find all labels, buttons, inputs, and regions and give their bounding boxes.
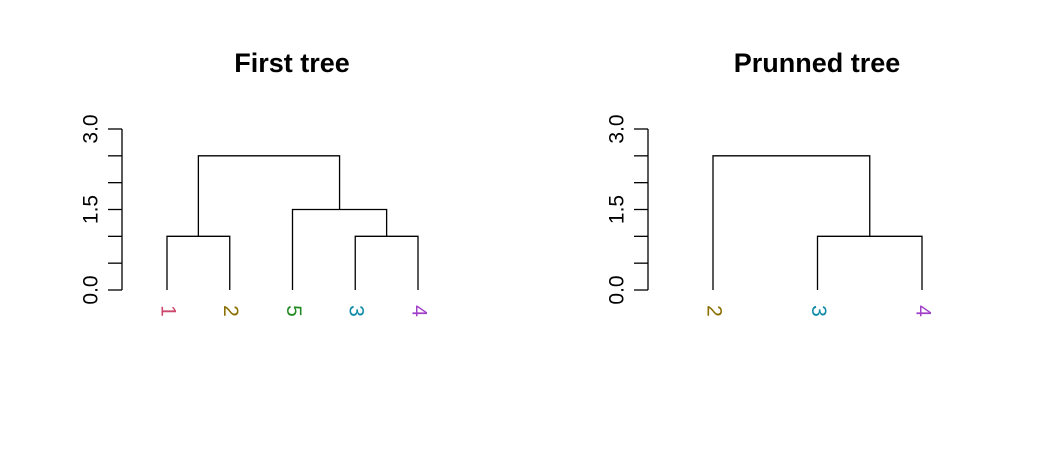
panel-first-tree: First tree 0.0 1.5 3.0 1 2 5 3 4 — [80, 48, 431, 317]
dendrogram-branch — [291, 208, 388, 290]
chart-title: First tree — [234, 48, 350, 78]
y-tick-label: 0.0 — [80, 275, 103, 304]
leaf-label: 3 — [345, 305, 368, 317]
dendrogram-branch — [354, 235, 419, 290]
panel-prunned-tree: Prunned tree 0.0 1.5 3.0 2 3 4 — [606, 48, 935, 317]
y-tick-label: 1.5 — [80, 195, 103, 224]
dendrogram-branch — [166, 235, 231, 290]
dendrogram-branch — [816, 235, 923, 290]
leaf-label: 3 — [807, 305, 830, 317]
leaf-label: 5 — [282, 305, 305, 317]
dendrogram-branch — [712, 155, 871, 290]
leaf-label: 4 — [407, 305, 430, 317]
leaf-label: 2 — [219, 305, 242, 317]
leaf-label: 4 — [911, 305, 934, 317]
y-tick-label: 3.0 — [606, 114, 629, 143]
chart-title: Prunned tree — [734, 48, 901, 78]
dendrogram-branch — [197, 155, 341, 237]
leaf-label: 1 — [156, 305, 179, 317]
y-tick-label: 1.5 — [606, 195, 629, 224]
y-tick-label: 3.0 — [80, 114, 103, 143]
y-tick-label: 0.0 — [606, 275, 629, 304]
leaf-label: 2 — [702, 305, 725, 317]
